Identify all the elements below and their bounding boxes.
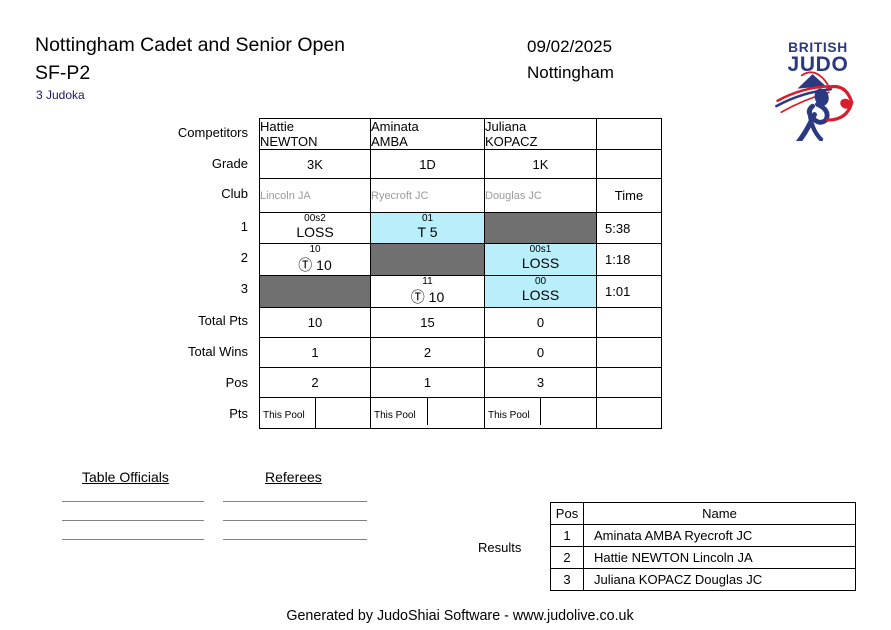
svg-text:JUDO: JUDO: [788, 53, 849, 76]
